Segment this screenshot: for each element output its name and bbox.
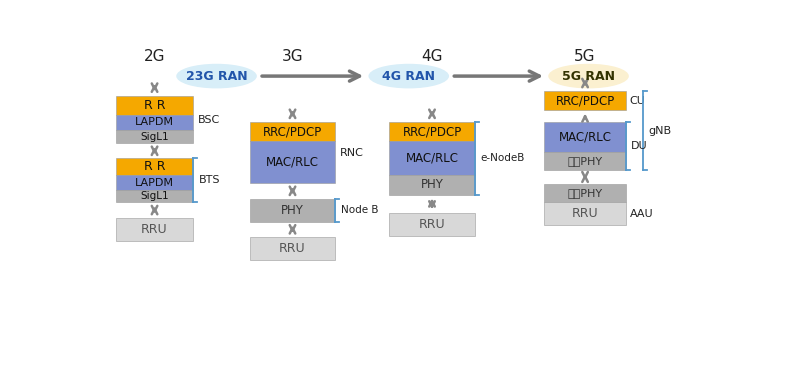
Text: RRC/PDCP: RRC/PDCP (555, 94, 615, 107)
Text: LAPDM: LAPDM (135, 117, 174, 127)
Bar (544, 151, 626, 170)
Text: 4G: 4G (421, 49, 442, 64)
Text: RRC/PDCP: RRC/PDCP (402, 125, 461, 138)
Text: RRU: RRU (279, 242, 306, 255)
Text: 部分PHY: 部分PHY (567, 156, 603, 166)
Text: e-NodeB: e-NodeB (480, 154, 525, 164)
Text: 5G RAN: 5G RAN (562, 70, 615, 83)
Text: RRC/PDCP: RRC/PDCP (263, 125, 322, 138)
Text: 23G RAN: 23G RAN (186, 70, 247, 83)
Text: 4G RAN: 4G RAN (382, 70, 435, 83)
Bar (544, 184, 626, 202)
Bar (544, 92, 626, 110)
Bar (116, 218, 194, 241)
Bar (116, 96, 194, 115)
Bar (116, 190, 194, 202)
Bar (389, 122, 475, 141)
Ellipse shape (548, 64, 629, 88)
Bar (250, 122, 335, 141)
Bar (116, 130, 194, 143)
Text: AAU: AAU (630, 209, 653, 219)
Bar (544, 122, 626, 151)
Text: R R: R R (144, 160, 165, 174)
Bar (116, 175, 194, 190)
Text: 3G: 3G (282, 49, 303, 64)
Text: RNC: RNC (340, 148, 363, 158)
Text: SigL1: SigL1 (141, 132, 169, 141)
Bar (116, 158, 194, 175)
Text: RRU: RRU (419, 218, 446, 231)
Text: BTS: BTS (199, 175, 220, 186)
Ellipse shape (176, 64, 257, 88)
Text: RRU: RRU (572, 207, 598, 220)
Bar (389, 141, 475, 175)
Bar (250, 198, 335, 221)
Text: MAC/RLC: MAC/RLC (405, 151, 458, 164)
Text: MAC/RLC: MAC/RLC (559, 131, 611, 144)
Text: Node B: Node B (340, 205, 378, 215)
Text: CU: CU (630, 96, 645, 106)
Text: BSC: BSC (198, 115, 220, 125)
Text: PHY: PHY (281, 204, 304, 217)
Bar (250, 237, 335, 260)
Ellipse shape (368, 64, 449, 88)
Bar (389, 175, 475, 195)
Bar (544, 202, 626, 226)
Bar (389, 213, 475, 236)
Text: gNB: gNB (649, 126, 671, 136)
Text: PHY: PHY (420, 178, 443, 191)
Text: RRU: RRU (141, 223, 167, 236)
Bar (116, 115, 194, 130)
Text: R R: R R (144, 99, 165, 112)
Text: LAPDM: LAPDM (135, 178, 174, 188)
Text: 2G: 2G (144, 49, 165, 64)
Text: MAC/RLC: MAC/RLC (266, 155, 319, 168)
Text: 部分PHY: 部分PHY (567, 188, 603, 198)
Text: 5G: 5G (574, 49, 596, 64)
Text: DU: DU (631, 141, 648, 151)
Bar (250, 141, 335, 183)
Text: SigL1: SigL1 (141, 191, 169, 201)
